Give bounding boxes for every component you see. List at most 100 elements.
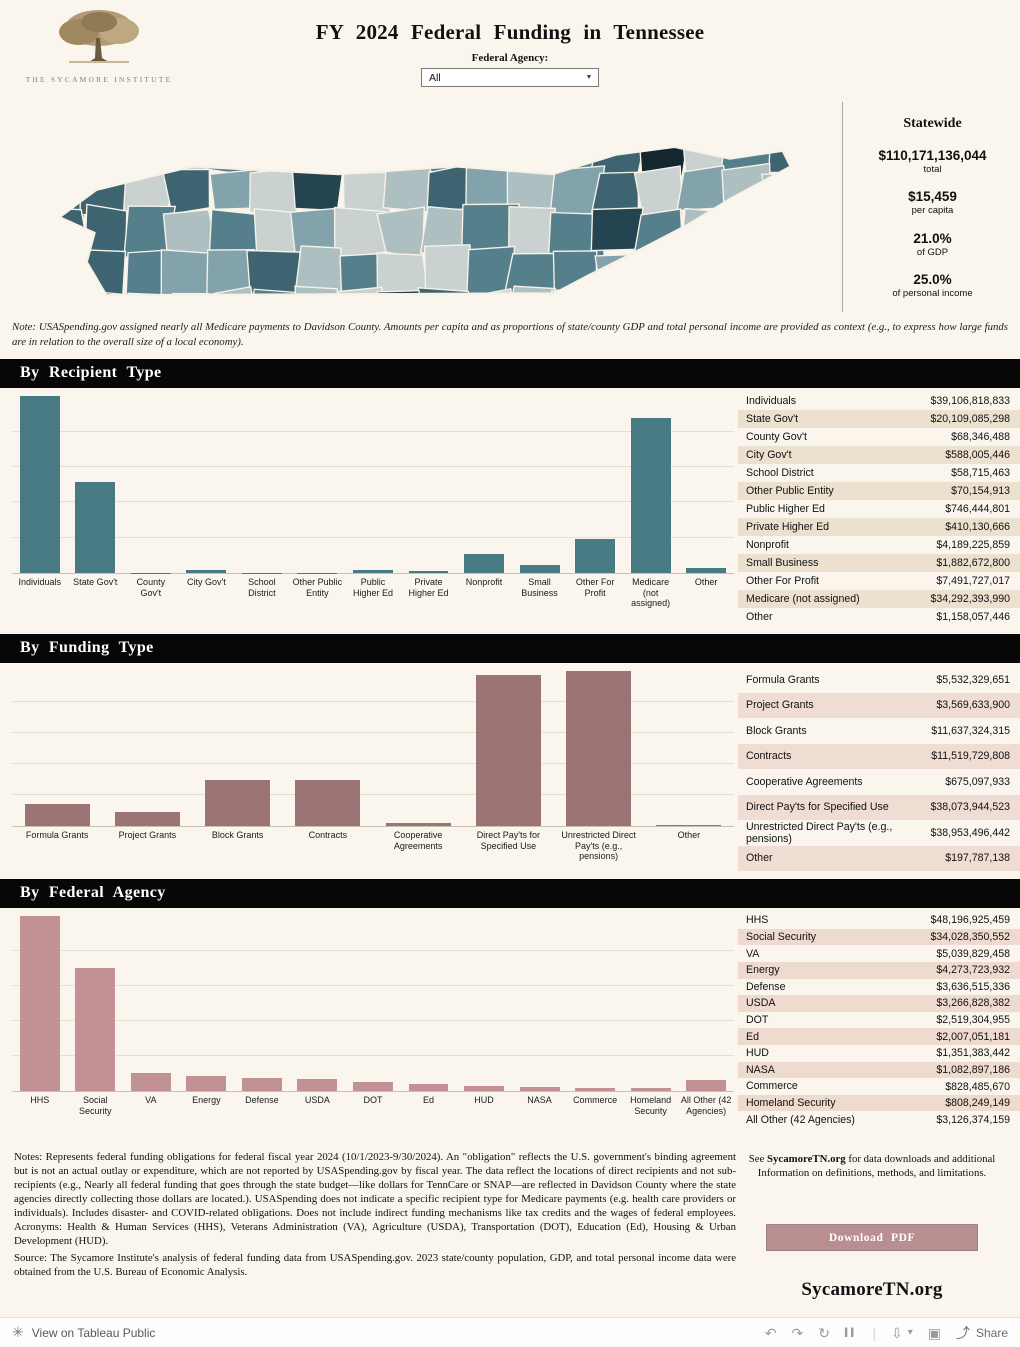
table-row-private-higher-ed[interactable]: Private Higher Ed $410,130,666	[738, 518, 1020, 537]
county-shape[interactable]	[640, 290, 685, 307]
bar-ed[interactable]	[408, 1083, 449, 1092]
bar-private-higher-ed[interactable]	[408, 571, 449, 574]
table-row-all-other-42-agencies[interactable]: All Other (42 Agencies) $3,126,374,159	[738, 1111, 1020, 1128]
table-row-dot[interactable]: DOT $2,519,304,955	[738, 1012, 1020, 1029]
caret-down-icon[interactable]: ▾	[907, 1326, 913, 1338]
county-shape[interactable]	[375, 289, 431, 307]
county-shape[interactable]	[291, 170, 344, 212]
bar-homeland-security[interactable]	[630, 1088, 671, 1092]
table-row-defense[interactable]: Defense $3,636,515,336	[738, 979, 1020, 996]
undo-icon[interactable]: ↶	[764, 1324, 777, 1341]
view-on-tableau-public[interactable]: ✳ View on Tableau Public	[12, 1324, 155, 1341]
download-icon[interactable]: ⇩	[890, 1324, 903, 1341]
bar-school-district[interactable]	[241, 572, 282, 574]
reset-icon[interactable]: ↻	[818, 1324, 831, 1341]
table-row-other-public-entity[interactable]: Other Public Entity $70,154,913	[738, 482, 1020, 501]
table-row-block-grants[interactable]: Block Grants $11,637,324,315	[738, 718, 1020, 744]
county-shape[interactable]	[551, 290, 602, 307]
county-shape[interactable]	[723, 207, 776, 252]
table-row-unrestricted-direct-pay-ts-e-g-pensions[interactable]: Unrestricted Direct Pay'ts (e.g., pensio…	[738, 820, 1020, 846]
table-row-cooperative-agreements[interactable]: Cooperative Agreements $675,097,933	[738, 769, 1020, 795]
bar-block-grants[interactable]	[205, 779, 271, 827]
table-row-contracts[interactable]: Contracts $11,519,729,808	[738, 743, 1020, 770]
federal-agency-dropdown[interactable]: All ▼	[421, 68, 599, 87]
table-row-hud[interactable]: HUD $1,351,383,442	[738, 1045, 1020, 1062]
county-shape[interactable]	[503, 285, 562, 307]
county-shape[interactable]	[294, 285, 345, 307]
bar-state-gov-t[interactable]	[75, 482, 116, 574]
county-shape[interactable]	[247, 123, 303, 177]
county-shape[interactable]	[293, 125, 348, 179]
bar-city-gov-t[interactable]	[186, 570, 227, 574]
bar-unrestricted-direct-pay-ts-e-g-pensions[interactable]	[566, 671, 632, 827]
county-shape[interactable]	[417, 287, 477, 307]
bar-other-public-entity[interactable]	[297, 572, 338, 574]
county-shape[interactable]	[168, 292, 214, 307]
county-shape[interactable]	[212, 285, 260, 307]
county-shape[interactable]	[460, 288, 520, 307]
county-shape[interactable]	[761, 173, 806, 218]
share-button[interactable]: ⤴ Share	[956, 1323, 1008, 1343]
table-row-nonprofit[interactable]: Nonprofit $4,189,225,859	[738, 536, 1020, 554]
bar-public-higher-ed[interactable]	[352, 569, 393, 574]
bar-contracts[interactable]	[295, 780, 361, 827]
pause-icon[interactable]: ▍▍	[845, 1327, 858, 1337]
bar-commerce[interactable]	[575, 1088, 616, 1092]
bar-other-for-profit[interactable]	[575, 539, 616, 574]
bar-dot[interactable]	[352, 1081, 393, 1092]
county-shape[interactable]	[294, 245, 346, 293]
table-row-project-grants[interactable]: Project Grants $3,569,633,900	[738, 692, 1020, 719]
table-row-formula-grants[interactable]: Formula Grants $5,532,329,651	[738, 667, 1020, 693]
table-row-city-gov-t[interactable]: City Gov't $588,005,446	[738, 446, 1020, 465]
county-shape[interactable]	[721, 250, 776, 299]
bar-small-business[interactable]	[519, 564, 560, 574]
bar-other[interactable]	[686, 567, 727, 574]
table-row-nasa[interactable]: NASA $1,082,897,186	[738, 1061, 1020, 1079]
bar-social-security[interactable]	[75, 967, 116, 1092]
county-shape[interactable]	[680, 286, 730, 307]
bar-project-grants[interactable]	[114, 811, 180, 827]
bar-va[interactable]	[130, 1072, 171, 1092]
table-row-energy[interactable]: Energy $4,273,723,932	[738, 961, 1020, 979]
county-shape[interactable]	[337, 286, 387, 307]
table-row-small-business[interactable]: Small Business $1,882,672,800	[738, 554, 1020, 573]
table-row-usda[interactable]: USDA $3,266,828,382	[738, 995, 1020, 1012]
download-pdf-button[interactable]: Download PDF	[766, 1224, 978, 1252]
county-shape[interactable]	[766, 208, 806, 257]
county-shape[interactable]	[46, 292, 92, 307]
bar-usda[interactable]	[297, 1079, 338, 1092]
county-shape[interactable]	[633, 165, 684, 220]
bar-all-other-42-agencies[interactable]	[686, 1079, 727, 1092]
county-shape[interactable]	[77, 289, 135, 307]
table-row-individuals[interactable]: Individuals $39,106,818,833	[738, 392, 1020, 410]
table-row-public-higher-ed[interactable]: Public Higher Ed $746,444,801	[738, 500, 1020, 518]
table-row-other[interactable]: Other $197,787,138	[738, 845, 1020, 872]
table-row-medicare-not-assigned[interactable]: Medicare (not assigned) $34,292,393,990	[738, 590, 1020, 609]
bar-county-gov-t[interactable]	[130, 572, 171, 574]
bar-medicare-not-assigned[interactable]	[630, 417, 671, 574]
fullscreen-icon[interactable]: ▣	[927, 1324, 941, 1341]
county-shape[interactable]	[336, 126, 391, 177]
county-shape[interactable]	[208, 208, 261, 254]
tennessee-county-map[interactable]	[46, 102, 806, 312]
bar-other[interactable]	[656, 825, 722, 827]
bar-nasa[interactable]	[519, 1087, 560, 1092]
county-shape[interactable]	[636, 249, 686, 297]
table-row-va[interactable]: VA $5,039,829,458	[738, 945, 1020, 962]
county-shape[interactable]	[423, 244, 474, 296]
bar-energy[interactable]	[186, 1075, 227, 1092]
bar-nonprofit[interactable]	[464, 554, 504, 574]
table-row-commerce[interactable]: Commerce $828,485,670	[738, 1078, 1020, 1095]
county-shape[interactable]	[161, 168, 211, 215]
bar-hhs[interactable]	[19, 916, 60, 1092]
county-shape[interactable]	[552, 250, 598, 292]
county-shape[interactable]	[767, 126, 806, 174]
county-shape[interactable]	[467, 124, 520, 171]
county-shape[interactable]	[721, 162, 771, 213]
county-shape[interactable]	[760, 288, 806, 307]
table-row-social-security[interactable]: Social Security $34,028,350,552	[738, 928, 1020, 946]
table-row-homeland-security[interactable]: Homeland Security $808,249,149	[738, 1094, 1020, 1112]
county-shape[interactable]	[46, 249, 85, 297]
county-shape[interactable]	[768, 245, 806, 295]
county-shape[interactable]	[246, 249, 301, 295]
